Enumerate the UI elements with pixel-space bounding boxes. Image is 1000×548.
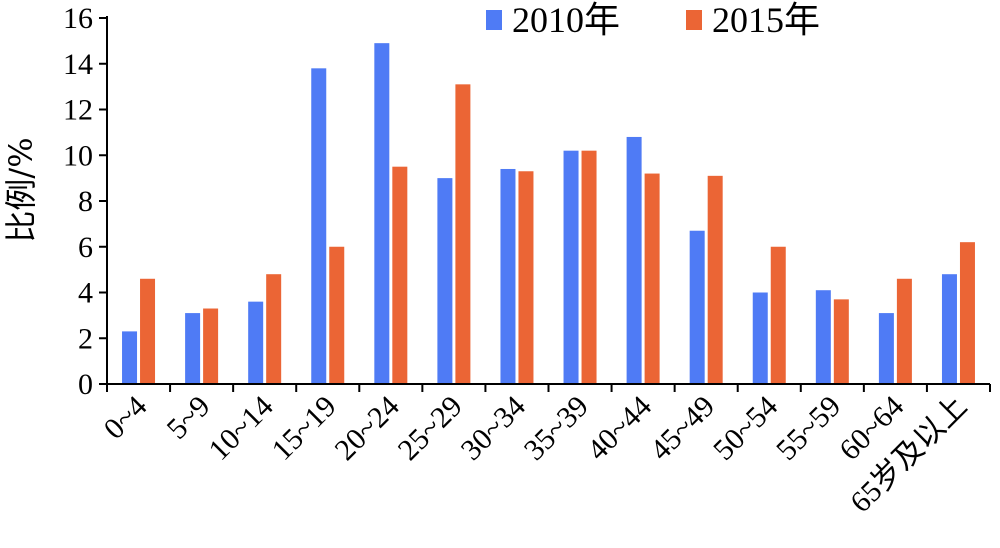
bar: [374, 43, 390, 384]
y-axis-title: 比例/%: [2, 137, 40, 242]
x-tick-label: 10~14: [202, 390, 279, 467]
bar: [833, 299, 849, 384]
legend-swatch: [686, 10, 702, 30]
y-tick-label: 6: [78, 231, 93, 264]
bar: [752, 292, 768, 384]
y-tick-label: 8: [78, 185, 93, 218]
x-tick-label: 40~44: [581, 390, 658, 467]
bar: [392, 166, 408, 384]
y-tick-label: 0: [78, 368, 93, 401]
bar: [941, 274, 957, 384]
bar: [518, 171, 534, 384]
x-tick-label: 30~34: [455, 390, 532, 467]
bar: [266, 274, 282, 384]
y-tick-label: 16: [63, 2, 93, 35]
x-tick-label: 45~49: [644, 390, 721, 467]
bar: [626, 136, 642, 384]
bar: [311, 68, 327, 384]
series-2: [140, 84, 975, 385]
bar: [203, 308, 219, 384]
y-tick-label: 2: [78, 322, 93, 355]
x-tick-label: 55~59: [770, 390, 847, 467]
bar: [959, 242, 975, 384]
bar: [563, 150, 579, 384]
y-tick-label: 4: [78, 277, 93, 310]
legend-label: 2015年: [712, 0, 820, 40]
legend-swatch: [486, 10, 502, 30]
legend-item-2: 2015年: [686, 0, 820, 40]
x-tick-label: 35~39: [518, 390, 595, 467]
legend-label: 2010年: [512, 0, 620, 40]
bar: [896, 278, 912, 384]
x-tick-label: 15~19: [265, 390, 342, 467]
bar: [689, 230, 705, 384]
y-tick-label: 14: [63, 48, 93, 81]
bar: [140, 278, 156, 384]
bar: [500, 168, 516, 384]
bar: [581, 150, 597, 384]
bar: [122, 331, 138, 384]
series-1: [122, 43, 957, 384]
legend-item-1: 2010年: [486, 0, 620, 40]
bar: [455, 84, 471, 385]
bar: [329, 246, 345, 384]
x-tick-label: 50~54: [707, 390, 784, 467]
bar: [815, 290, 831, 384]
y-axis-label: 比例/%: [2, 137, 40, 242]
x-tick-label: 0~4: [97, 390, 153, 446]
legend: 2010年 2015年: [486, 0, 820, 40]
bars: [122, 43, 975, 385]
bar: [185, 313, 201, 384]
bar: [437, 178, 453, 384]
bar: [707, 175, 723, 384]
bar: [248, 301, 264, 384]
x-tick-label: 25~29: [392, 390, 469, 467]
bar: [644, 173, 660, 384]
y-tick-label: 10: [63, 139, 93, 172]
y-tick-label: 12: [63, 94, 93, 127]
bar: [770, 246, 786, 384]
x-tick-label: 20~24: [329, 390, 406, 467]
bar: [878, 313, 894, 384]
